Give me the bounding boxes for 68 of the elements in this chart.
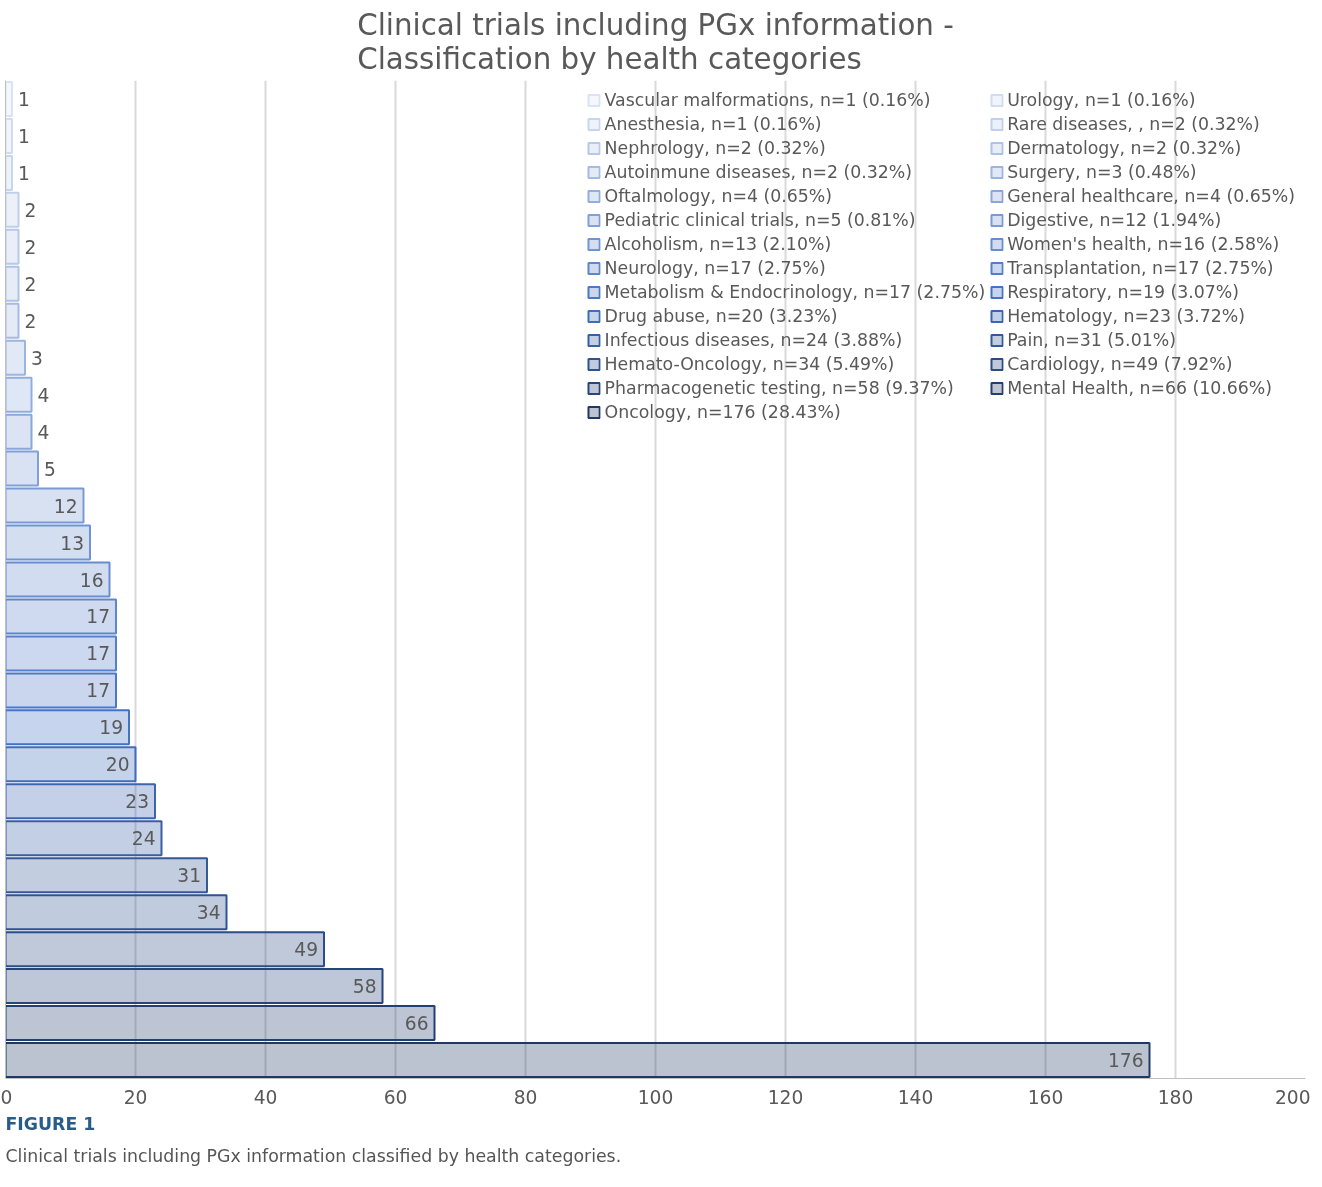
legend-label: Neurology, n=17 (2.75%) [604, 258, 826, 278]
legend-label: Digestive, n=12 (1.94%) [1007, 210, 1222, 230]
x-tick-label: 20 [123, 1086, 148, 1108]
legend-label: Rare diseases, , n=2 (0.32%) [1007, 114, 1260, 134]
data-label: 19 [99, 717, 124, 739]
data-label: 2 [24, 199, 37, 221]
x-tick-label: 40 [253, 1086, 278, 1108]
legend-label: Oftalmology, n=4 (0.65%) [604, 186, 833, 206]
chart-title: Clinical trials including PGx information - Classification by health categories [357, 7, 954, 76]
x-tick-label: 60 [383, 1086, 408, 1108]
data-label: 12 [53, 495, 78, 517]
legend-label: General healthcare, n=4 (0.65%) [1007, 186, 1295, 206]
legend-label: Pain, n=31 (5.01%) [1007, 330, 1176, 350]
data-label: 20 [105, 754, 130, 776]
legend-label: Mental Health, n=66 (10.66%) [1007, 378, 1273, 398]
legend-label: Autoinmune diseases, n=2 (0.32%) [604, 162, 913, 182]
legend-label: Hematology, n=23 (3.72%) [1007, 306, 1246, 326]
data-label: 1 [18, 162, 30, 184]
data-label: 13 [60, 532, 85, 554]
legend-label: Anesthesia, n=1 (0.16%) [604, 114, 822, 134]
legend-label: Cardiology, n=49 (7.92%) [1007, 354, 1233, 374]
data-label: 3 [31, 347, 43, 369]
legend-label: Pharmacogenetic testing, n=58 (9.37%) [604, 378, 954, 398]
legend-label: Oncology, n=176 (28.43%) [604, 402, 841, 422]
legend-label: Hemato-Oncology, n=34 (5.49%) [604, 354, 895, 374]
data-label: 34 [196, 902, 221, 924]
legend-label: Transplantation, n=17 (2.75%) [1007, 258, 1274, 278]
legend-label: Vascular malformations, n=1 (0.16%) [604, 90, 931, 110]
data-label: 1 [18, 88, 30, 110]
data-label: 1 [18, 125, 30, 147]
x-tick-label: 180 [1157, 1086, 1194, 1108]
legend-label: Urology, n=1 (0.16%) [1007, 90, 1196, 110]
data-label: 58 [352, 976, 377, 998]
legend-label: Respiratory, n=19 (3.07%) [1007, 282, 1240, 302]
data-label: 17 [86, 643, 111, 665]
x-tick-label: 140 [897, 1086, 934, 1108]
legend-label: Nephrology, n=2 (0.32%) [604, 138, 826, 158]
data-label: 24 [131, 828, 156, 850]
data-label: 17 [86, 606, 111, 628]
legend-label: Metabolism & Endocrinology, n=17 (2.75%) [604, 282, 986, 302]
legend-label: Drug abuse, n=20 (3.23%) [604, 306, 838, 326]
x-tick-label: 120 [767, 1086, 804, 1108]
data-label: 16 [79, 569, 104, 591]
legend-label: Pediatric clinical trials, n=5 (0.81%) [604, 210, 916, 230]
x-tick-label: 200 [1274, 1086, 1311, 1108]
legend-label: Surgery, n=3 (0.48%) [1007, 162, 1197, 182]
data-label: 23 [125, 791, 150, 813]
data-label: 5 [44, 458, 56, 480]
data-label: 2 [24, 236, 37, 258]
legend-label: Dermatology, n=2 (0.32%) [1007, 138, 1242, 158]
text: Clinical trials including PGx information classified by health categories. [5, 1145, 622, 1166]
x-tick-label: 80 [513, 1086, 538, 1108]
caption: FIGURE 1 [5, 1113, 96, 1134]
x-tick-label: 160 [1027, 1086, 1064, 1108]
data-label: 4 [37, 421, 50, 443]
x-tick-label: 0 [0, 1086, 13, 1108]
data-label: 49 [294, 939, 319, 961]
data-label: 17 [86, 680, 111, 702]
legend-label: Alcoholism, n=13 (2.10%) [604, 234, 832, 254]
data-label: 66 [404, 1013, 429, 1035]
data-label: 2 [24, 310, 37, 332]
data-label: 31 [177, 865, 202, 887]
x-tick-label: 100 [637, 1086, 674, 1108]
data-label: 176 [1107, 1050, 1144, 1072]
data-label: 2 [24, 273, 37, 295]
legend-label: Infectious diseases, n=24 (3.88%) [604, 330, 903, 350]
legend-label: Women's health, n=16 (2.58%) [1007, 234, 1280, 254]
data-label: 4 [37, 384, 50, 406]
